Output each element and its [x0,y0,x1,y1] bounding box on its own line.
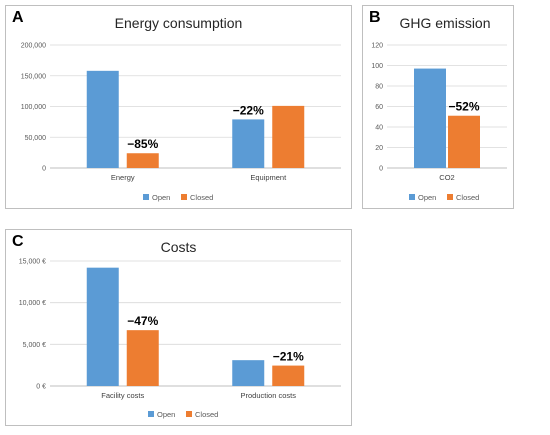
bar-closed [126,153,159,168]
chart-panel-ghg: B GHG emission 0 20 40 60 80 100 120 CO2 −52% Ope… [362,5,514,209]
change-annotation: −21% [273,350,304,364]
y-tick-label: 10,000 € [19,300,46,307]
legend-swatch [143,194,149,200]
bar-closed [272,105,305,168]
legend-label: Open [152,193,170,202]
bar-open [232,360,265,386]
legend-label: Open [418,193,436,202]
category-label: Equipment [250,173,287,182]
y-tick-label: 60 [375,104,383,111]
legend-swatch [148,411,154,417]
legend-label: Closed [456,193,479,202]
bar-open [86,267,119,386]
y-tick-label: 100 [371,63,383,70]
panel-letter: A [12,9,24,26]
y-tick-label: 50,000 [25,135,47,142]
chart-title: Energy consumption [114,15,243,31]
y-tick-label: 0 [379,166,383,173]
y-tick-label: 80 [375,84,383,91]
bar-open [86,70,119,168]
change-annotation: −22% [233,103,264,117]
ghg-chart: 0 20 40 60 80 100 120 CO2 −52% Open Closed [371,43,507,202]
y-tick-label: 200,000 [21,43,46,50]
bar-open [232,119,265,168]
legend-label: Closed [190,193,213,202]
y-tick-label: 120 [371,43,383,50]
y-tick-label: 0 € [36,384,46,391]
bar-closed [272,365,305,386]
panel-letter: C [12,233,24,250]
y-tick-label: 20 [375,145,383,152]
costs-chart: 0 € 5,000 € 10,000 € 15,000 € Facility costs… [19,259,341,419]
y-tick-label: 100,000 [21,104,46,111]
y-tick-label: 40 [375,125,383,132]
y-tick-label: 5,000 € [23,342,46,349]
bar-closed [126,330,159,386]
legend-label: Open [157,410,175,419]
category-label: Production costs [241,391,297,400]
chart-title: GHG emission [399,15,491,31]
y-tick-label: 15,000 € [19,259,46,266]
chart-panel-costs: C Costs 0 € 5,000 € 10,000 € 15,000 € Facili… [5,229,352,426]
change-annotation: −47% [127,314,158,328]
y-tick-label: 0 [42,166,46,173]
category-label: Facility costs [101,391,144,400]
category-label: Energy [111,173,135,182]
legend-swatch [409,194,415,200]
change-annotation: −52% [448,100,479,114]
y-tick-label: 150,000 [21,73,46,80]
panel-letter: B [369,9,381,26]
legend-swatch [447,194,453,200]
bar-open [414,68,446,168]
energy-chart: 0 50,000 100,000 150,000 200,000 Energy Equipm… [21,43,341,202]
bar-closed [448,115,480,168]
legend-swatch [181,194,187,200]
category-label: CO2 [439,173,454,182]
chart-title: Costs [160,239,197,255]
legend-swatch [186,411,192,417]
legend-label: Closed [195,410,218,419]
change-annotation: −85% [127,137,158,151]
chart-panel-energy: A Energy consumption 0 50,000 100,000 150,0… [5,5,352,209]
